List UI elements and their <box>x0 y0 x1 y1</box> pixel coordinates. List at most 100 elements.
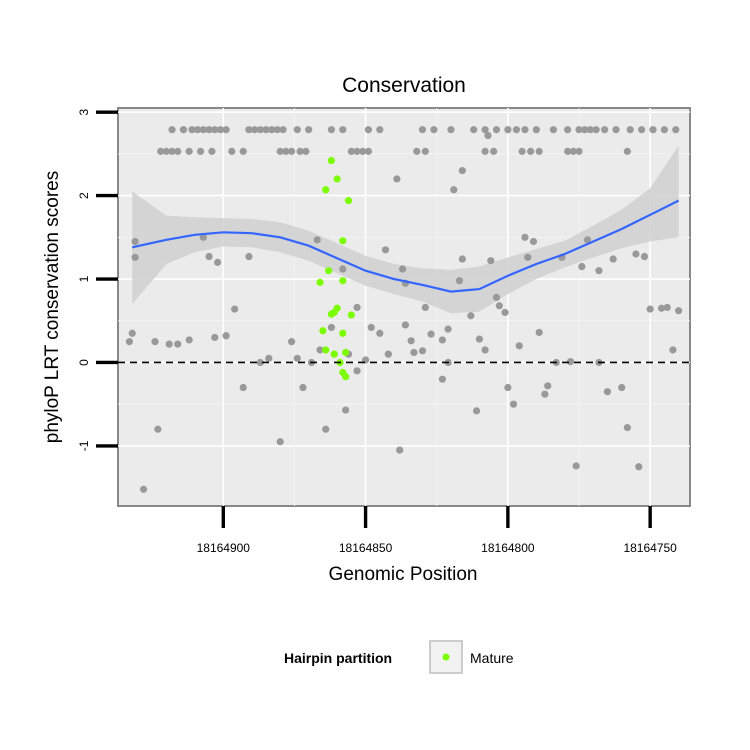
point-other <box>245 252 253 261</box>
point-other <box>640 252 649 261</box>
point-other <box>376 126 384 134</box>
point-other <box>256 358 264 367</box>
point-other <box>188 126 196 134</box>
point-other <box>564 147 572 155</box>
point-other <box>364 147 373 155</box>
point-other <box>168 147 176 155</box>
point-other <box>293 354 301 362</box>
point-other <box>407 337 415 345</box>
point-other <box>481 147 489 155</box>
point-other <box>211 333 219 342</box>
point-other <box>646 305 654 313</box>
point-other <box>165 340 173 348</box>
point-other <box>268 126 276 134</box>
point-other <box>293 126 301 134</box>
point-other <box>174 340 182 348</box>
point-other <box>174 147 182 155</box>
point-other <box>353 147 361 155</box>
point-other <box>313 236 321 244</box>
point-other <box>205 252 213 261</box>
smooth-curve <box>131 199 680 293</box>
point-other <box>675 307 683 315</box>
point-other <box>327 323 336 332</box>
point-other <box>549 126 558 134</box>
point-other <box>222 332 230 340</box>
point-other <box>569 147 577 155</box>
point-other <box>393 175 401 183</box>
point-other <box>521 126 529 134</box>
point-other <box>632 250 640 258</box>
point-other <box>322 425 330 433</box>
point-other <box>487 257 495 265</box>
point-other <box>342 406 350 414</box>
point-other <box>438 375 447 383</box>
point-other <box>302 147 310 155</box>
point-other <box>327 126 336 134</box>
point-mature <box>330 350 338 358</box>
point-other <box>194 126 202 134</box>
point-other <box>586 126 594 134</box>
point-other <box>398 265 407 273</box>
point-other <box>495 302 503 310</box>
point-other <box>185 336 193 344</box>
point-other <box>575 147 583 155</box>
y-tick-label: 1 <box>77 275 91 282</box>
point-other <box>618 383 626 392</box>
point-other <box>649 126 657 134</box>
point-mature <box>333 175 341 183</box>
point-other <box>595 267 603 275</box>
point-mature <box>342 348 350 357</box>
point-other <box>458 255 466 263</box>
point-other <box>245 126 253 134</box>
point-other <box>541 390 549 398</box>
point-other <box>199 126 207 134</box>
point-mature <box>316 278 324 286</box>
point-other <box>151 338 159 346</box>
point-other <box>601 126 609 134</box>
data-points <box>125 126 683 493</box>
point-other <box>572 462 580 470</box>
point-other <box>179 126 188 134</box>
point-other <box>222 126 230 134</box>
point-other <box>154 425 162 433</box>
chart-title: Conservation <box>342 74 466 97</box>
point-other <box>603 388 612 396</box>
point-other <box>583 236 592 244</box>
point-other <box>663 303 671 312</box>
point-mature <box>333 304 341 312</box>
point-other <box>262 126 270 134</box>
point-other <box>535 147 543 155</box>
point-other <box>492 293 501 302</box>
point-other <box>418 347 427 355</box>
y-tick-label: 3 <box>77 109 91 116</box>
smooth-line <box>131 199 680 293</box>
point-other <box>339 126 347 134</box>
point-other <box>208 147 216 155</box>
point-other <box>381 246 390 254</box>
point-other <box>418 126 427 134</box>
legend: Hairpin partition Mature <box>284 640 514 674</box>
point-other <box>353 303 361 312</box>
point-other <box>396 446 404 454</box>
point-other <box>518 147 526 155</box>
point-other <box>612 126 620 134</box>
point-other <box>458 166 466 175</box>
point-other <box>623 423 631 432</box>
y-tick-label: -1 <box>77 440 91 451</box>
point-other <box>305 126 313 134</box>
point-other <box>564 126 572 134</box>
point-mature <box>344 197 353 205</box>
point-other <box>211 126 219 134</box>
point-other <box>581 126 589 134</box>
point-other <box>364 126 373 134</box>
point-other <box>162 147 170 155</box>
point-other <box>205 126 213 134</box>
point-other <box>544 382 552 390</box>
point-other <box>140 485 148 493</box>
y-tick-label: 2 <box>77 192 91 199</box>
y-axis: -1 0 1 2 3 <box>77 109 118 451</box>
point-other <box>509 400 518 408</box>
x-axis-title: Genomic Position <box>329 564 478 585</box>
plot-panel <box>117 107 691 507</box>
point-mature <box>339 237 347 245</box>
